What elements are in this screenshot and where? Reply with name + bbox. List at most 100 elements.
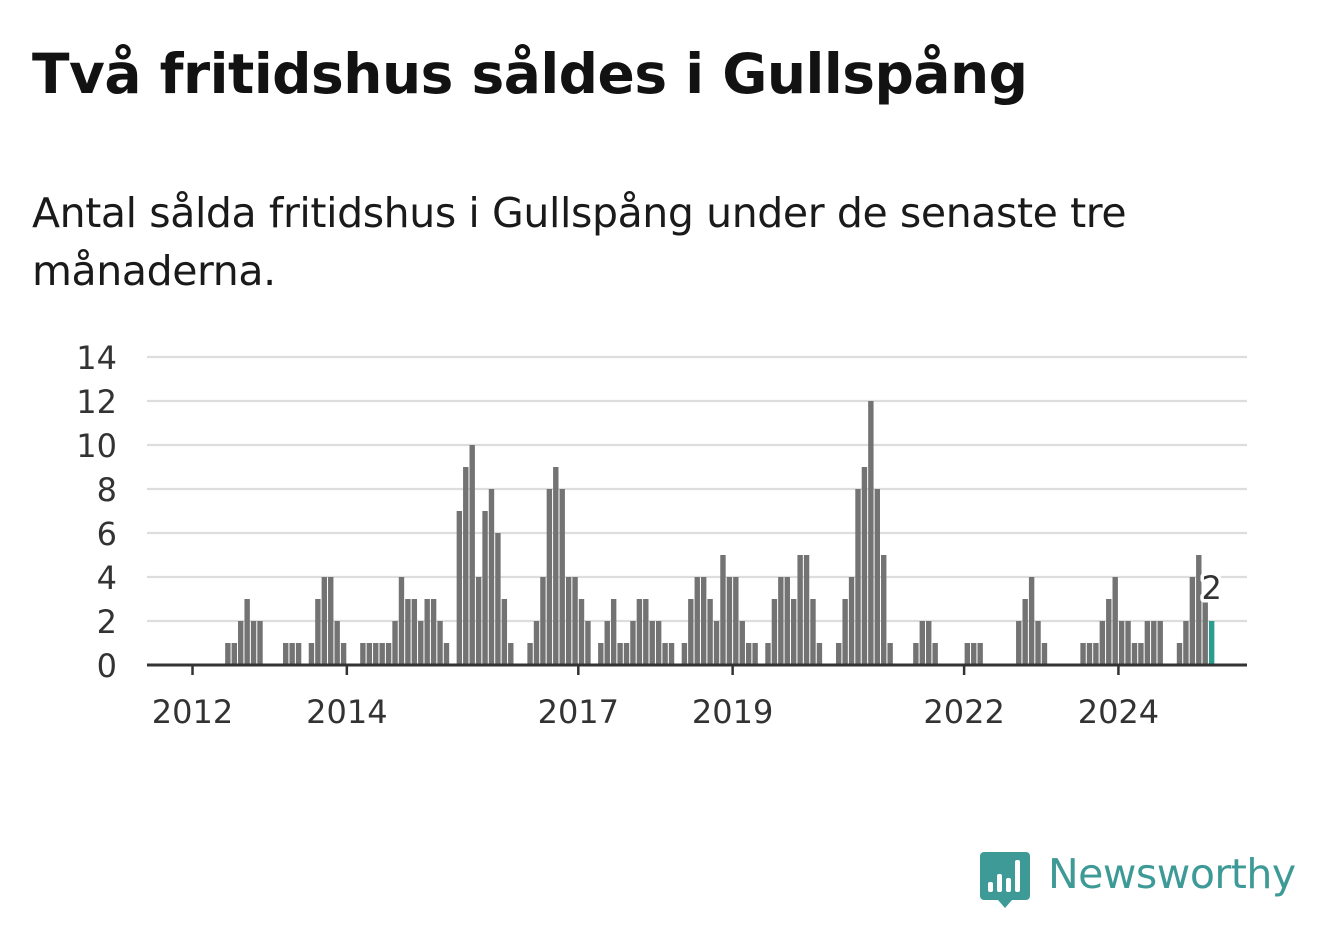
bar bbox=[283, 643, 289, 665]
bar bbox=[360, 643, 366, 665]
bar bbox=[649, 621, 655, 665]
bar bbox=[1086, 643, 1093, 665]
x-tick-label: 2017 bbox=[538, 693, 619, 731]
y-tick-label: 6 bbox=[97, 515, 117, 553]
bar bbox=[662, 643, 668, 665]
y-tick-label: 12 bbox=[76, 383, 117, 421]
bar bbox=[739, 621, 745, 665]
bar bbox=[559, 489, 565, 665]
bar bbox=[1093, 643, 1099, 665]
bar-chart: 0 2 4 6 8 10 12 14 2012 2014 2017 2019 2022 2024 2 bbox=[76, 339, 1247, 731]
bar bbox=[726, 577, 733, 665]
bar bbox=[572, 577, 578, 665]
bar bbox=[392, 621, 398, 665]
bar bbox=[295, 643, 302, 665]
bar bbox=[681, 643, 688, 665]
bar bbox=[1131, 643, 1138, 665]
bar bbox=[373, 643, 379, 665]
x-tick-label: 2019 bbox=[692, 693, 773, 731]
bar bbox=[315, 599, 321, 665]
bar bbox=[848, 577, 855, 665]
bar bbox=[495, 533, 501, 665]
bar bbox=[745, 643, 752, 665]
bar bbox=[469, 445, 475, 665]
bar-highlight bbox=[1208, 621, 1215, 665]
bar bbox=[533, 621, 540, 665]
y-tick-label: 8 bbox=[97, 471, 117, 509]
bar bbox=[1144, 621, 1151, 665]
newsworthy-bar-chart-icon bbox=[980, 852, 1030, 908]
bar bbox=[443, 643, 450, 665]
bar bbox=[527, 643, 533, 665]
bar bbox=[778, 577, 784, 665]
bar bbox=[836, 643, 842, 665]
bar bbox=[1099, 621, 1106, 665]
bar bbox=[1183, 621, 1189, 665]
chart-title: Två fritidshus såldes i Gullspång bbox=[32, 42, 1028, 106]
bar bbox=[366, 643, 373, 665]
bar bbox=[250, 621, 257, 665]
bar bbox=[289, 643, 295, 665]
annotation: 2 bbox=[1198, 566, 1225, 611]
bar bbox=[861, 467, 868, 665]
bar bbox=[578, 599, 585, 665]
bar bbox=[379, 643, 385, 665]
bar bbox=[405, 599, 411, 665]
bar bbox=[1196, 555, 1202, 665]
bar bbox=[411, 599, 418, 665]
x-tick-label: 2014 bbox=[306, 693, 387, 731]
bar bbox=[881, 555, 887, 665]
bar bbox=[238, 621, 244, 665]
bar bbox=[430, 599, 437, 665]
bar bbox=[1151, 621, 1157, 665]
logo-text: Newsworthy bbox=[1048, 850, 1296, 898]
bar bbox=[225, 643, 231, 665]
bar bbox=[598, 643, 604, 665]
bar bbox=[1112, 577, 1118, 665]
bar bbox=[868, 401, 874, 665]
bar bbox=[1035, 621, 1041, 665]
bar bbox=[1138, 643, 1144, 665]
bar bbox=[501, 599, 508, 665]
bar bbox=[437, 621, 443, 665]
bar bbox=[553, 467, 559, 665]
bar bbox=[623, 643, 630, 665]
newsworthy-logo: Newsworthy bbox=[980, 848, 1300, 912]
bar bbox=[932, 643, 938, 665]
bar bbox=[1028, 577, 1035, 665]
bar bbox=[971, 643, 977, 665]
bar bbox=[887, 643, 893, 665]
bar bbox=[231, 643, 237, 665]
bar bbox=[1202, 599, 1208, 665]
bars bbox=[225, 401, 1215, 665]
bar bbox=[643, 599, 649, 665]
bar bbox=[1157, 621, 1163, 665]
data-label: 2 bbox=[1201, 569, 1221, 607]
bar bbox=[617, 643, 623, 665]
bar bbox=[1016, 621, 1022, 665]
bar bbox=[308, 643, 315, 665]
bar bbox=[334, 621, 340, 665]
bar bbox=[418, 621, 424, 665]
bar bbox=[398, 577, 405, 665]
y-tick-label: 2 bbox=[97, 603, 117, 641]
bar bbox=[713, 621, 720, 665]
bar bbox=[604, 621, 610, 665]
bar bbox=[1022, 599, 1028, 665]
bar bbox=[771, 599, 778, 665]
bar bbox=[328, 577, 334, 665]
bar bbox=[977, 643, 983, 665]
bar bbox=[630, 621, 636, 665]
x-tick-label: 2012 bbox=[152, 693, 233, 731]
y-tick-label: 4 bbox=[97, 559, 117, 597]
bar bbox=[874, 489, 880, 665]
bar bbox=[456, 511, 463, 665]
bar bbox=[707, 599, 713, 665]
bar bbox=[585, 621, 591, 665]
bar bbox=[733, 577, 739, 665]
bar bbox=[784, 577, 790, 665]
bar bbox=[668, 643, 675, 665]
bar bbox=[1080, 643, 1086, 665]
y-axis: 0 2 4 6 8 10 12 14 bbox=[76, 339, 117, 685]
y-tick-label: 10 bbox=[76, 427, 117, 465]
